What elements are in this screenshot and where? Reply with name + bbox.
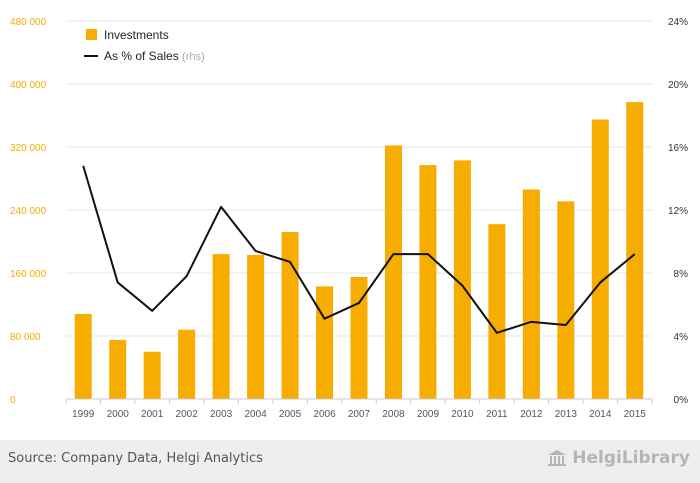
x-tick-label: 2010 — [451, 409, 474, 420]
bar-2011 — [488, 224, 506, 399]
x-tick-label: 2013 — [555, 409, 578, 420]
logo-text: HelgiLibrary — [572, 448, 690, 468]
bar-2009 — [419, 165, 437, 399]
bar-2007 — [350, 276, 368, 399]
right-tick-label: 4% — [674, 332, 689, 343]
x-tick-label: 2006 — [313, 409, 336, 420]
bar-2008 — [384, 145, 402, 399]
right-tick-label: 12% — [668, 206, 688, 217]
x-tick-label: 2004 — [244, 409, 267, 420]
legend-investments-label: Investments — [104, 28, 169, 42]
right-tick-label: 20% — [668, 80, 688, 91]
combo-chart: 0 80 000 160 000 240 000 320 000 400 000 480 0… — [10, 17, 688, 420]
bar-2001 — [143, 351, 161, 399]
bar-2014 — [591, 119, 609, 399]
left-tick-label: 80 000 — [10, 332, 41, 343]
bar-2003 — [212, 254, 230, 399]
right-tick-label: 24% — [668, 17, 688, 28]
gridlines — [66, 20, 652, 337]
library-building-icon — [547, 449, 567, 467]
bar-2010 — [453, 160, 471, 399]
x-tick-label: 2001 — [141, 409, 164, 420]
x-tick-label: 2003 — [210, 409, 233, 420]
legend-line-suffix: (rhs) — [182, 51, 205, 63]
left-tick-label: 480 000 — [10, 17, 47, 28]
legend-line-label: As % of Sales (rhs) — [104, 49, 205, 63]
x-tick-label: 2015 — [624, 409, 647, 420]
legend: Investments As % of Sales (rhs) — [84, 28, 205, 63]
x-tick-label: 2009 — [417, 409, 440, 420]
bar-2004 — [247, 254, 265, 399]
x-tick-label: 2011 — [486, 409, 508, 420]
left-tick-label: 160 000 — [10, 269, 47, 280]
left-tick-label: 320 000 — [10, 143, 47, 154]
right-tick-label: 8% — [674, 269, 689, 280]
left-tick-label: 0 — [10, 395, 16, 406]
bar-2006 — [316, 286, 334, 399]
bar-1999 — [74, 313, 92, 399]
bar-2005 — [281, 232, 299, 399]
x-tick-label: 2008 — [382, 409, 405, 420]
bar-2013 — [557, 201, 575, 399]
x-tick-label: 2012 — [520, 409, 543, 420]
left-tick-label: 240 000 — [10, 206, 47, 217]
bar-2000 — [109, 339, 127, 399]
percent-line — [82, 165, 636, 334]
right-tick-label: 0% — [674, 395, 689, 406]
left-tick-label: 400 000 — [10, 80, 47, 91]
footer: Source: Company Data, Helgi Analytics He… — [0, 440, 700, 483]
x-tick-label: 2000 — [107, 409, 130, 420]
legend-investments-swatch — [86, 29, 97, 40]
helgi-library-logo: HelgiLibrary — [547, 448, 690, 468]
bar-2015 — [626, 102, 644, 400]
bar-2012 — [522, 189, 540, 399]
x-tick-label: 2007 — [348, 409, 371, 420]
source-text: Source: Company Data, Helgi Analytics — [8, 451, 263, 466]
bar-2002 — [178, 329, 196, 399]
right-tick-label: 16% — [668, 143, 688, 154]
x-tick-label: 2002 — [176, 409, 199, 420]
x-tick-label: 1999 — [72, 409, 95, 420]
investment-bars — [74, 102, 644, 400]
x-tick-label: 2005 — [279, 409, 302, 420]
axes: 0 80 000 160 000 240 000 320 000 400 000 480 0… — [10, 17, 688, 420]
x-tick-label: 2014 — [589, 409, 612, 420]
